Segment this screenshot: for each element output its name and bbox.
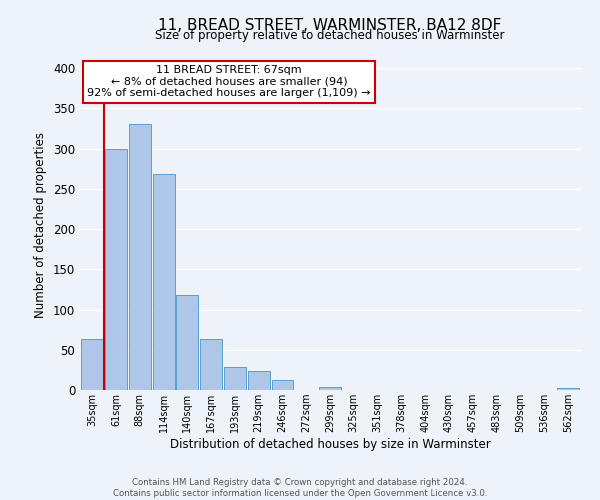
Text: Contains HM Land Registry data © Crown copyright and database right 2024.
Contai: Contains HM Land Registry data © Crown c… — [113, 478, 487, 498]
Bar — [129, 124, 151, 390]
Bar — [176, 295, 198, 390]
X-axis label: Distribution of detached houses by size in Warminster: Distribution of detached houses by size … — [170, 438, 490, 451]
Bar — [319, 387, 341, 390]
Bar — [200, 340, 222, 390]
Bar — [248, 372, 269, 390]
Text: 11, BREAD STREET, WARMINSTER, BA12 8DF: 11, BREAD STREET, WARMINSTER, BA12 8DF — [158, 18, 502, 32]
Bar — [82, 340, 103, 390]
Bar — [152, 174, 175, 390]
Y-axis label: Number of detached properties: Number of detached properties — [34, 132, 47, 318]
Bar — [557, 388, 578, 390]
Bar — [224, 368, 246, 390]
Bar — [105, 148, 127, 390]
Text: Size of property relative to detached houses in Warminster: Size of property relative to detached ho… — [155, 29, 505, 42]
Text: 11 BREAD STREET: 67sqm
← 8% of detached houses are smaller (94)
92% of semi-deta: 11 BREAD STREET: 67sqm ← 8% of detached … — [88, 65, 371, 98]
Bar — [272, 380, 293, 390]
